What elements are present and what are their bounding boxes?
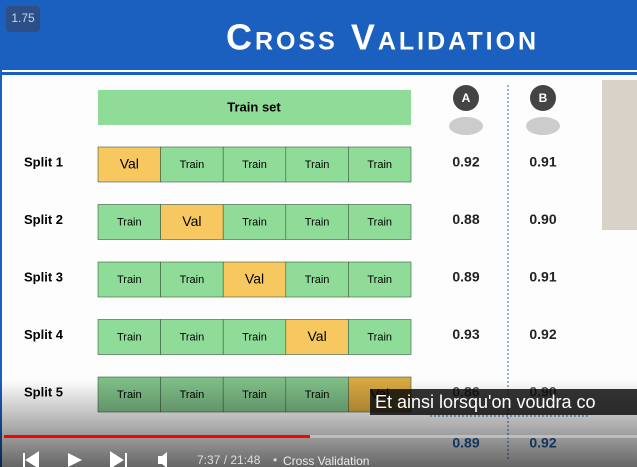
fold-cell [160, 146, 224, 183]
score: 0.91 [529, 269, 556, 285]
subtitle: Et ainsi lorsqu'on voudra co [375, 392, 596, 412]
fold-label: Train [180, 331, 205, 343]
fold-cell [285, 261, 349, 298]
fold-label: Train [180, 274, 205, 286]
fold-label: Val [182, 213, 201, 229]
fold-label: Train [117, 216, 142, 228]
model-icon-body [526, 117, 560, 135]
fold-cell [285, 204, 349, 240]
split-label: Split 1 [24, 154, 63, 169]
fold-label: Val [307, 328, 326, 344]
speed-label: 1.75 [11, 11, 35, 25]
fold-label: Train [117, 331, 142, 343]
fold-cell [160, 261, 224, 298]
fold-label: Train [305, 159, 330, 171]
chapter[interactable]: Cross Validation [283, 454, 369, 467]
fold-cell [97, 261, 161, 298]
score: 0.89 [452, 269, 479, 285]
fold-label: Train [305, 216, 330, 228]
model-label: A [462, 91, 471, 105]
model-label: B [539, 91, 548, 105]
prev-button[interactable] [23, 451, 39, 467]
split-label: Split 4 [24, 327, 64, 342]
fold-cell [222, 146, 287, 183]
model-icon-body [449, 117, 483, 135]
fold-cell [97, 146, 161, 183]
fold-cell [348, 204, 412, 240]
score: 0.90 [529, 211, 556, 227]
play-button[interactable] [68, 453, 82, 467]
photo [602, 80, 637, 230]
fold-label: Train [242, 331, 267, 343]
fold-label: Train [367, 159, 392, 171]
train-set-bar [98, 90, 411, 125]
speed-badge[interactable] [6, 6, 40, 32]
fold-cell [348, 146, 412, 183]
fold-cell [160, 204, 224, 240]
score: 0.92 [452, 154, 479, 170]
progress-played [4, 435, 310, 438]
fold-label: Train [367, 216, 392, 228]
fold-cell [222, 319, 287, 355]
score: 0.93 [452, 326, 479, 342]
separator: • [273, 453, 277, 467]
split-label: Split 3 [24, 269, 63, 284]
fold-cell [285, 146, 349, 183]
fold-cell [285, 319, 349, 355]
subtitle-box [370, 389, 637, 415]
fold-cell [348, 319, 412, 355]
fold-label: Train [367, 331, 392, 343]
fold-label: Val [120, 156, 139, 172]
score: 0.92 [529, 326, 556, 342]
fold-label: Train [117, 274, 142, 286]
fold-cell [160, 319, 224, 355]
model-icon-head [530, 85, 556, 111]
next-button[interactable] [110, 451, 127, 467]
progress-track[interactable] [4, 435, 637, 438]
header-band [2, 2, 637, 70]
model-icon-head [453, 85, 479, 111]
fold-label: Train [242, 216, 267, 228]
volume-button[interactable] [158, 452, 167, 467]
header-rule [2, 72, 637, 75]
fold-cell [348, 261, 412, 298]
time: 7:37 / 21:48 [197, 453, 261, 467]
fold-label: Train [180, 159, 205, 171]
fold-label: Train [367, 274, 392, 286]
train-set-label: Train set [227, 99, 281, 114]
score: 0.91 [529, 154, 556, 170]
slide-title: Cross Validation [226, 17, 539, 58]
score: 0.88 [452, 211, 479, 227]
fold-label: Train [305, 274, 330, 286]
fold-cell [222, 261, 287, 298]
fold-label: Train [242, 159, 267, 171]
split-label: Split 2 [24, 212, 63, 227]
fold-label: Val [245, 271, 264, 287]
